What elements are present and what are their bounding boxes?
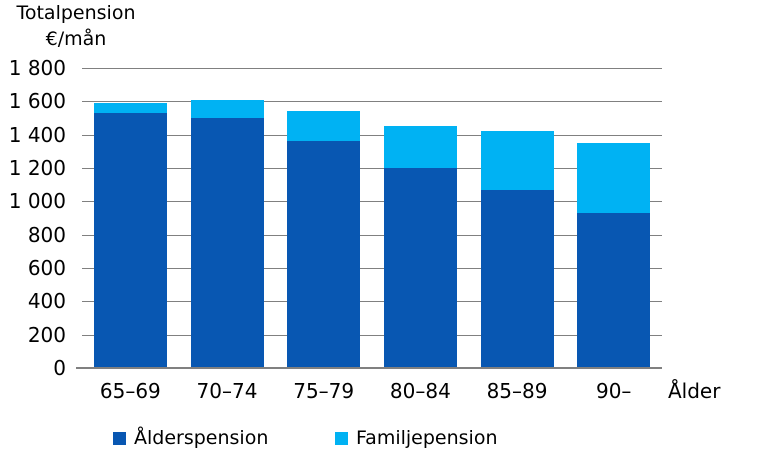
gridline	[82, 134, 662, 136]
bar-segment-ålderspension	[287, 141, 361, 368]
legend-label: Familjepension	[356, 427, 498, 449]
y-axis-tick-label: 600	[27, 256, 66, 280]
legend: Ålderspension Familjepension	[0, 425, 758, 453]
x-axis-tick-label: 70–74	[196, 379, 258, 403]
bar-group-75–79	[275, 68, 372, 368]
gridline	[82, 68, 662, 69]
bar-segment-familjepension	[577, 143, 651, 213]
y-axis-tick-label: 0	[53, 356, 66, 380]
x-axis-tick-label: 85–89	[486, 379, 548, 403]
chart-title-line1: Totalpension	[16, 2, 136, 24]
bar-group-85–89	[469, 68, 566, 368]
chart-title-line2: €/mån	[45, 28, 107, 50]
bar-stack	[93, 103, 167, 368]
gridline	[82, 168, 662, 169]
gridline	[82, 334, 662, 336]
gridline	[82, 101, 662, 103]
x-axis-tick-label: 90–	[595, 379, 632, 403]
legend-swatch-icon	[335, 431, 348, 445]
x-axis-tick-label: 65–69	[99, 379, 161, 403]
bar-segment-familjepension	[190, 99, 264, 118]
x-axis-tick-label: 75–79	[293, 379, 355, 403]
bar-stack	[480, 131, 554, 368]
chart-title: Totalpension €/mån	[0, 0, 152, 52]
y-axis-tick-label: 1 600	[8, 89, 66, 114]
bar-stack	[287, 111, 361, 368]
legend-label: Ålderspension	[134, 427, 269, 449]
bar-segment-ålderspension	[383, 168, 457, 368]
x-axis-labels: 65–69 70–74 75–79 80–84 85–89 90–	[82, 378, 662, 406]
y-axis-labels: 0 200 400 600 800 1 000 1 200 1 400 1 600 1 800	[0, 56, 66, 380]
gridline	[82, 268, 662, 269]
y-axis-tick-label: 1 200	[8, 156, 66, 180]
bar-segment-familjepension	[480, 131, 554, 190]
bar-row	[82, 68, 662, 368]
y-axis-tick-label: 1 000	[8, 189, 66, 214]
bar-group-65–69	[82, 68, 179, 368]
y-axis-tick-label: 200	[27, 322, 66, 347]
x-axis-tick-label: 80–84	[389, 379, 451, 403]
bar-segment-ålderspension	[93, 113, 167, 368]
bar-segment-familjepension	[383, 125, 457, 168]
bar-group-90–	[565, 68, 662, 368]
bar-stack	[190, 99, 264, 368]
y-axis-tick-label: 1 400	[8, 122, 66, 147]
bar-segment-ålderspension	[190, 118, 264, 368]
bar-stack	[577, 143, 651, 368]
bar-segment-ålderspension	[480, 189, 554, 368]
bar-stack	[383, 125, 457, 368]
bar-segment-ålderspension	[577, 213, 651, 368]
y-axis-tick-label: 1 800	[8, 56, 66, 80]
gridline	[82, 234, 662, 236]
plot-area	[76, 68, 662, 369]
legend-item-familjepension: Familjepension	[335, 425, 498, 451]
x-axis-title: Ålder	[668, 379, 721, 403]
y-axis-tick-label: 800	[27, 222, 66, 247]
bar-segment-familjepension	[287, 111, 361, 142]
x-axis-line	[76, 367, 662, 369]
gridline	[82, 201, 662, 203]
y-axis-tick-label: 400	[27, 289, 66, 314]
legend-swatch-icon	[113, 431, 126, 445]
bar-group-80–84	[372, 68, 469, 368]
bar-segment-familjepension	[93, 103, 167, 113]
bar-group-70–74	[179, 68, 276, 368]
gridline	[82, 301, 662, 303]
legend-item-ålderspension: Ålderspension	[113, 425, 268, 451]
